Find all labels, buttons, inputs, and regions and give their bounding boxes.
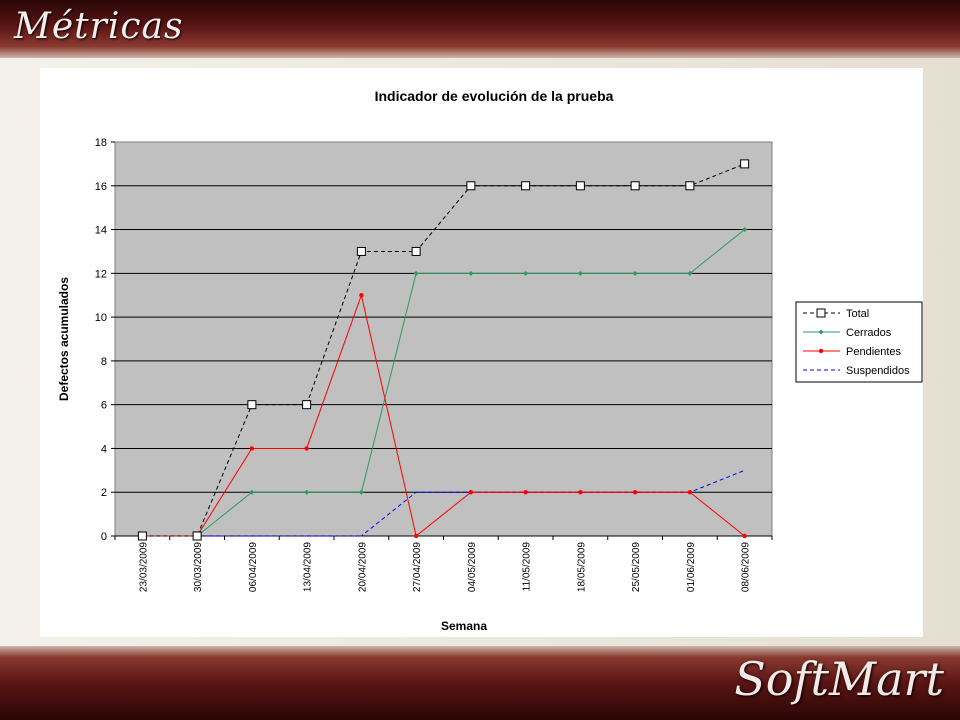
x-tick-label: 25/05/2009	[631, 542, 642, 592]
brand-logo: SoftMart	[734, 652, 944, 706]
footer-bar	[0, 646, 960, 720]
data-point-pendientes	[578, 490, 583, 495]
data-point-cerrados	[742, 227, 748, 233]
series-line-suspendidos	[142, 469, 745, 537]
data-point-pendientes	[249, 446, 255, 451]
y-tick-label: 0	[101, 531, 107, 543]
y-tick-label: 8	[101, 356, 107, 368]
data-point-pendientes	[468, 490, 474, 495]
series-line-total	[142, 163, 745, 537]
data-point-cerrados	[577, 270, 583, 276]
line-chart: Indicador de evolución de la prueba 0 2 4 6…	[57, 88, 923, 633]
data-point-total	[521, 181, 531, 191]
series-line-cerrados	[142, 229, 745, 537]
data-point-cerrados	[249, 489, 255, 495]
series-lines	[137, 159, 750, 541]
data-point-pendientes	[742, 533, 747, 539]
legend-marker-cerrados	[818, 329, 824, 335]
x-tick-label: 01/06/2009	[686, 542, 697, 592]
legend-marker-total	[816, 308, 826, 318]
data-point-pendientes	[304, 446, 309, 451]
y-tick-label: 10	[95, 312, 107, 324]
series-line-pendientes	[142, 293, 745, 537]
x-tick-label: 20/04/2009	[357, 542, 368, 592]
x-tick-label: 13/04/2009	[303, 542, 314, 592]
y-tick-label: 4	[101, 443, 107, 455]
data-point-cerrados	[523, 270, 529, 276]
data-point-total	[137, 531, 147, 541]
data-point-total	[630, 181, 640, 191]
data-point-pendientes	[632, 490, 638, 495]
data-point-pendientes	[359, 293, 364, 298]
x-tick-label: 18/05/2009	[576, 542, 587, 592]
x-axis-label: Semana	[441, 619, 487, 633]
data-point-pendientes	[523, 490, 528, 495]
legend-label-suspendidos: Suspendidos	[846, 365, 910, 377]
data-point-total	[466, 181, 476, 191]
slide-title: Métricas	[14, 6, 184, 47]
x-tick-label: 23/03/2009	[138, 542, 149, 592]
y-axis: 0 2 4 6 8 10 12 14 16 18	[95, 137, 115, 543]
data-point-cerrados	[468, 270, 474, 276]
x-axis: 23/03/2009 30/03/2009 06/04/2009 13/04/2009…	[114, 535, 773, 592]
legend-label-total: Total	[846, 308, 869, 320]
data-point-cerrados	[413, 270, 419, 276]
x-tick-label: 06/04/2009	[248, 542, 259, 592]
data-point-pendientes	[413, 533, 419, 539]
data-point-cerrados	[304, 489, 310, 495]
plot-area	[114, 141, 773, 537]
chart-frame: Indicador de evolución de la prueba 0 2 4 6…	[40, 68, 923, 637]
data-point-total	[411, 246, 421, 256]
chart-title: Indicador de evolución de la prueba	[375, 88, 614, 104]
data-point-total	[575, 181, 585, 191]
legend: Total Cerrados Pendientes Suspendidos	[795, 301, 923, 383]
data-point-pendientes	[687, 490, 693, 495]
data-point-total	[740, 159, 750, 169]
data-point-total	[685, 181, 695, 191]
y-tick-label: 2	[101, 487, 107, 499]
x-tick-label: 30/03/2009	[193, 542, 204, 592]
header-bar	[0, 0, 960, 58]
y-tick-label: 16	[95, 181, 107, 193]
y-tick-label: 18	[95, 137, 107, 149]
data-point-total	[302, 400, 312, 410]
legend-label-cerrados: Cerrados	[846, 327, 892, 339]
y-tick-label: 6	[101, 400, 107, 412]
x-tick-label: 08/06/2009	[741, 542, 752, 592]
y-tick-label: 12	[95, 268, 107, 280]
x-tick-label: 11/05/2009	[522, 542, 533, 592]
data-point-cerrados	[632, 270, 638, 276]
y-axis-label: Defectos acumulados	[57, 277, 71, 401]
data-point-total	[192, 531, 202, 541]
data-point-total	[247, 400, 257, 410]
gridlines	[115, 185, 772, 493]
legend-label-pendientes: Pendientes	[846, 346, 902, 358]
x-tick-label: 27/04/2009	[412, 542, 423, 592]
legend-marker-pendientes	[818, 348, 824, 354]
y-tick-label: 14	[95, 225, 107, 237]
data-point-cerrados	[687, 270, 693, 276]
data-point-cerrados	[358, 489, 364, 495]
data-point-total	[356, 246, 366, 256]
x-tick-label: 04/05/2009	[467, 542, 478, 592]
